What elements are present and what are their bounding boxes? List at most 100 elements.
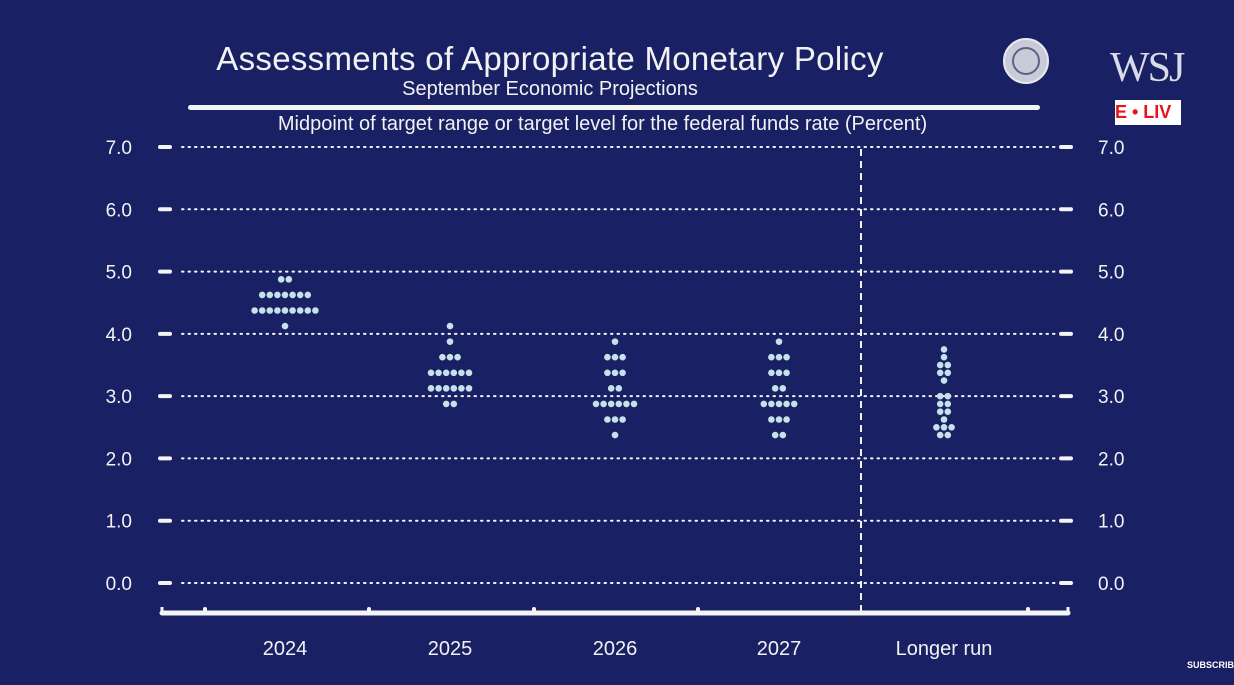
x-category-label: 2024 [263,638,308,660]
dot-point [936,369,944,377]
dot-point [615,385,623,392]
dot-point [768,369,775,377]
dot-point [944,408,952,416]
dot-point [266,307,274,314]
dot-point [611,353,619,361]
dot-point [296,307,304,314]
x-category-label: 2027 [757,638,802,660]
dot-point [611,416,619,423]
dot-point [450,385,458,392]
dot-point [304,291,312,299]
y-tick-label-left: 6.0 [106,200,132,221]
dot-point [783,353,790,361]
dot-point [296,291,304,299]
y-tick-label-right: 3.0 [1098,387,1124,408]
dot-point [289,307,296,314]
dot-point [783,416,790,423]
dot-point [604,416,611,423]
chart-subtitle: September Economic Projections [402,78,698,100]
dot-point [454,353,461,361]
dot-point [940,353,948,361]
dot-point [619,416,626,423]
dot-point [465,369,473,377]
y-tick-label-left: 7.0 [106,138,132,159]
y-tick-label-right: 4.0 [1098,325,1124,346]
dot-point [940,416,948,423]
dot-point [940,377,948,384]
dot-point [936,408,944,416]
dot-point [607,385,615,392]
y-tick-label-left: 0.0 [106,574,132,595]
dot-point [768,353,775,361]
dot-point [768,416,775,423]
dot-point [592,400,600,408]
y-tick-label-right: 2.0 [1098,449,1124,470]
dot-point [266,291,274,299]
dot-point [779,431,787,439]
y-tick-label-left: 2.0 [106,449,132,470]
dot-point [768,400,775,408]
subscribe-button[interactable]: SUBSCRIBE [1187,660,1234,670]
dot-point [604,353,611,361]
dot-point [442,369,450,377]
y-tick-label-left: 4.0 [106,325,132,346]
dot-point [450,369,458,377]
dot-point [281,291,289,299]
dot-point [458,385,465,392]
dot-point [944,392,952,400]
dot-point [771,385,779,392]
dot-point [611,338,619,345]
y-tick-label-right: 5.0 [1098,263,1124,284]
dot-point [933,423,940,431]
dot-point [611,431,619,439]
dot-point [623,400,630,408]
dot-point [258,291,266,299]
dot-point [450,400,458,408]
dot-point [944,400,952,408]
dot-point [760,400,768,408]
x-category-label: 2025 [428,638,473,660]
dot-point [600,400,607,408]
dot-point [775,400,783,408]
x-category-label: Longer run [896,638,993,660]
dot-point [790,400,798,408]
dot-point [439,353,446,361]
dot-point [281,322,289,330]
chart-title: Assessments of Appropriate Monetary Poli… [216,40,884,77]
dot-point [940,423,948,431]
dot-point [442,385,450,392]
dot-point [465,385,473,392]
dot-point [435,369,442,377]
dot-point [258,307,266,314]
dot-point [607,400,615,408]
dot-point [783,400,790,408]
dot-point [936,400,944,408]
dot-point [775,353,783,361]
dot-point [936,392,944,400]
y-tick-label-left: 3.0 [106,387,132,408]
dot-point [446,338,454,345]
live-badge: E • LIV [1115,100,1181,125]
title-divider [188,105,1040,110]
y-tick-label-left: 5.0 [106,263,132,284]
dot-point [277,276,285,283]
dot-point [775,338,783,345]
dot-point [936,431,944,439]
dot-point [446,322,454,330]
dot-point [783,369,790,377]
y-axis-label: Midpoint of target range or target level… [277,113,928,135]
dot-point [936,361,944,369]
federal-reserve-seal-icon [1003,38,1049,84]
dot-point [281,307,289,314]
dot-point [435,385,442,392]
dot-point [775,416,783,423]
x-category-label: 2026 [593,638,638,660]
dot-point [630,400,638,408]
dot-point [442,400,450,408]
dot-point [458,369,465,377]
dot-point [779,385,787,392]
dot-point [427,369,435,377]
dot-point [604,369,611,377]
